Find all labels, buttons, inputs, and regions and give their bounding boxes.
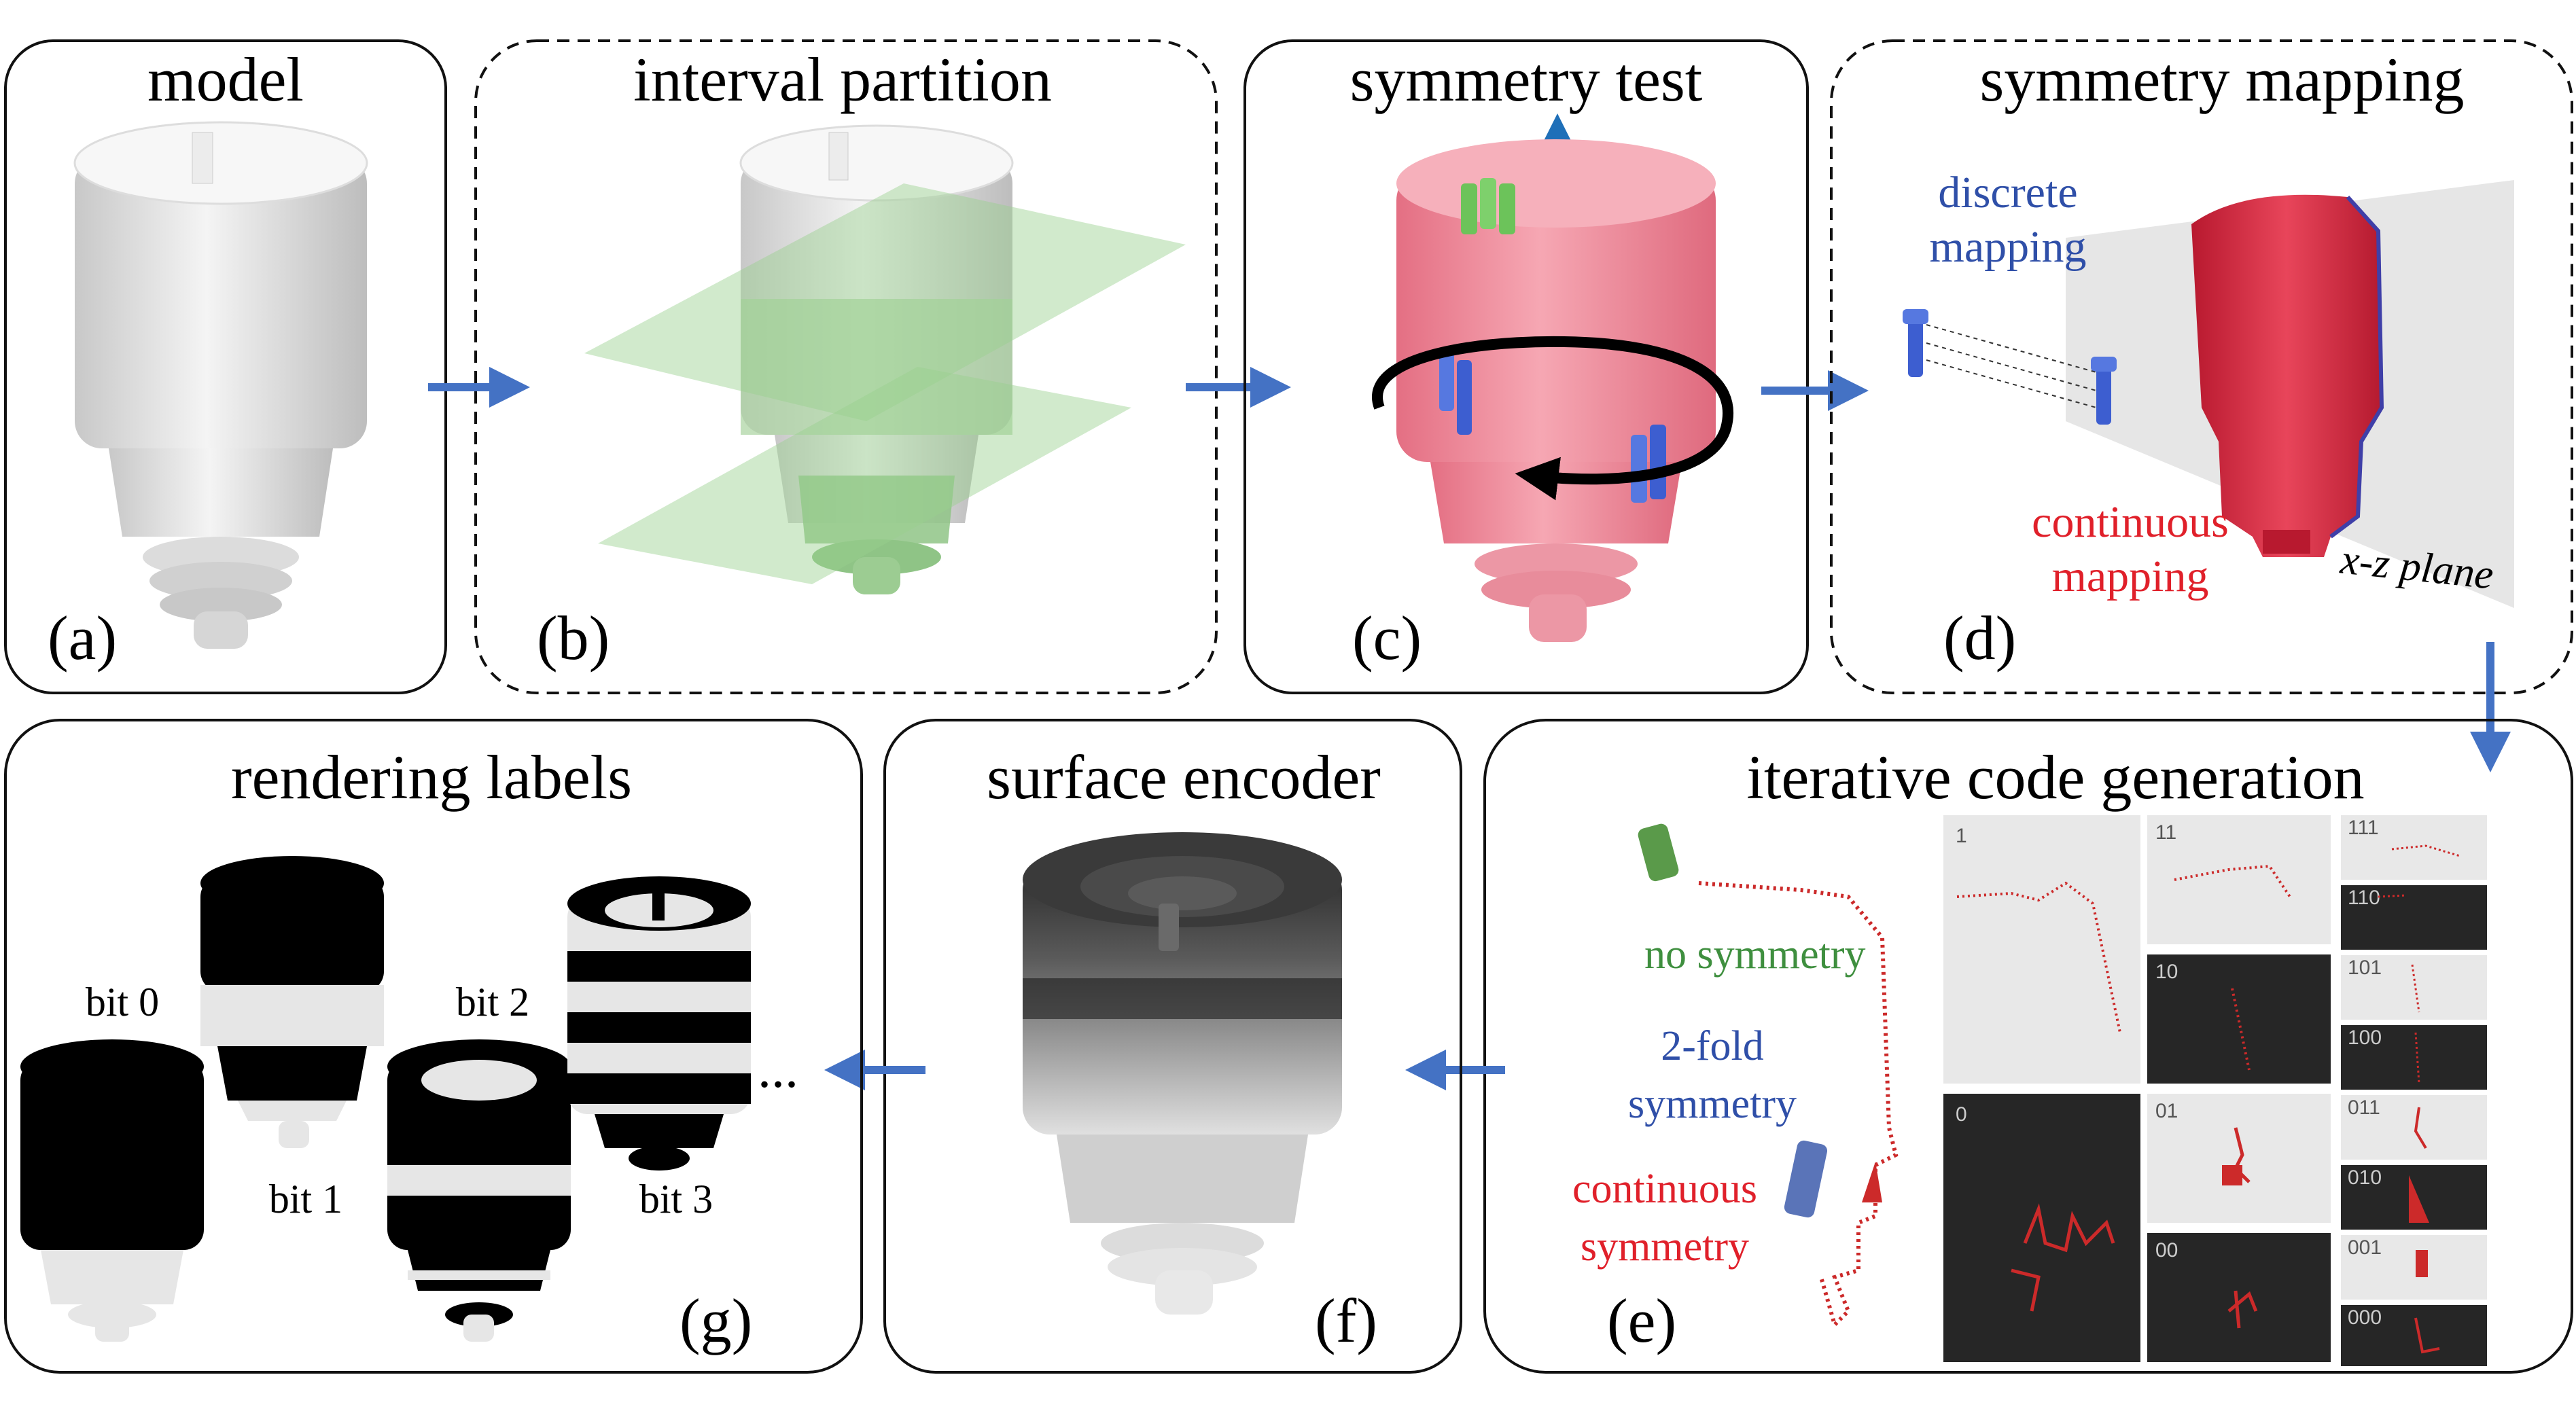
panel-g-title: rendering labels <box>231 743 632 812</box>
bit1-model <box>200 856 384 1148</box>
model-partitioned <box>739 124 1014 594</box>
continuous-label-2: mapping <box>2052 552 2209 601</box>
panel-e: iterative code generation no symmetry 2-… <box>1483 719 2573 1374</box>
discrete-label-2: mapping <box>1930 222 2087 272</box>
code-thumb-01-label: 01 <box>2155 1100 2178 1122</box>
bit3-label: bit 3 <box>639 1177 713 1221</box>
panel-a-title: model <box>147 45 304 114</box>
code-thumb-100-label: 100 <box>2348 1026 2382 1049</box>
panel-a: model (a) <box>4 39 447 694</box>
code-thumb-00-label: 00 <box>2155 1239 2178 1262</box>
panel-e-tag: (e) <box>1607 1286 1676 1355</box>
code-thumb-010-label: 010 <box>2348 1166 2382 1189</box>
panel-c-title: symmetry test <box>1350 45 1703 114</box>
bit3-model <box>567 876 751 1171</box>
code-thumb-111-label: 111 <box>2348 817 2379 839</box>
continuous-symmetry-label-2: symmetry <box>1581 1224 1749 1270</box>
code-thumb-001-label: 001 <box>2348 1236 2382 1259</box>
code-thumb-00 <box>2147 1233 2331 1362</box>
code-thumb-100 <box>2341 1025 2487 1090</box>
panel-d: symmetry mapping discrete mapping contin… <box>1830 39 2573 694</box>
panel-f: surface encoder (f) <box>883 719 1462 1374</box>
two-fold-label-1: 2-fold <box>1661 1023 1764 1069</box>
code-thumb-101 <box>2341 955 2487 1020</box>
two-fold-label-2: symmetry <box>1628 1081 1797 1127</box>
more-bits-ellipsis: ... <box>758 1039 798 1099</box>
panel-c-frame <box>1243 39 1809 694</box>
green-feature <box>1461 178 1515 234</box>
panel-g: rendering labels <box>4 719 863 1374</box>
panel-a-tag: (a) <box>48 603 117 673</box>
code-thumb-001 <box>2341 1235 2487 1300</box>
panel-b-title: interval partition <box>633 45 1052 114</box>
panel-g-frame <box>4 719 863 1374</box>
bit1-label: bit 1 <box>269 1177 342 1221</box>
panel-f-tag: (f) <box>1315 1286 1377 1355</box>
partition-plane-upper <box>584 183 1186 421</box>
rotation-arrow <box>1372 336 1734 501</box>
blue-segment-icon <box>1784 1140 1828 1218</box>
bit2-label: bit 2 <box>456 980 529 1024</box>
code-thumb-1 <box>1943 815 2140 1084</box>
code-thumb-011-label: 011 <box>2348 1096 2380 1119</box>
code-thumb-111 <box>2341 815 2487 880</box>
code-thumb-110-label: 110 <box>2348 887 2380 909</box>
panel-b: interval partition (b) <box>474 39 1218 694</box>
code-column-2: 11 10 01 00 <box>2147 815 2331 1362</box>
code-thumb-000-label: 000 <box>2348 1306 2382 1329</box>
continuous-symmetry-label-1: continuous <box>1572 1166 1757 1212</box>
code-thumb-10 <box>2147 954 2331 1084</box>
blue-feature-left <box>1439 350 1472 435</box>
bit0-label: bit 0 <box>86 980 159 1024</box>
panel-e-frame <box>1483 719 2573 1374</box>
panel-f-frame <box>883 719 1462 1374</box>
panel-b-tag: (b) <box>537 603 610 673</box>
green-segment-icon <box>1638 823 1679 882</box>
model-white <box>73 121 368 649</box>
panel-g-tag: (g) <box>680 1286 752 1355</box>
bit0-model <box>20 1039 204 1342</box>
partition-plane-lower <box>598 367 1131 584</box>
panel-f-title: surface encoder <box>987 743 1381 812</box>
code-legend: no symmetry 2-fold symmetry continuous s… <box>1572 823 1899 1329</box>
profile-tooth <box>1862 1162 1882 1202</box>
red-cross-section <box>2191 194 2384 557</box>
panel-d-frame <box>1830 39 2573 694</box>
blue-feature-right <box>1631 425 1666 503</box>
panel-d-tag: (d) <box>1943 603 2016 673</box>
panel-b-frame <box>474 39 1218 694</box>
no-symmetry-label: no symmetry <box>1644 931 1865 978</box>
code-thumb-10-label: 10 <box>2155 961 2178 983</box>
code-thumb-0-label: 0 <box>1956 1103 1967 1126</box>
code-thumb-000 <box>2341 1305 2487 1366</box>
code-thumb-11-label: 11 <box>2155 821 2176 844</box>
discrete-label-1: discrete <box>1938 168 2077 217</box>
panel-c: symmetry test (c) <box>1243 39 1809 694</box>
model-pink <box>1396 139 1716 642</box>
code-thumb-101-label: 101 <box>2348 957 2382 979</box>
code-thumb-011 <box>2341 1095 2487 1160</box>
panel-c-tag: (c) <box>1352 603 1422 673</box>
panel-a-frame <box>4 39 447 694</box>
code-column-3: 111 110 101 100 011 010 001 000 <box>2341 815 2487 1366</box>
panel-e-title: iterative code generation <box>1746 743 2364 812</box>
continuous-label-1: continuous <box>2032 497 2229 547</box>
code-thumb-110 <box>2341 885 2487 950</box>
code-thumb-1-label: 1 <box>1956 825 1967 847</box>
discrete-mapping-figure <box>1903 309 2117 425</box>
model-grayscale <box>1023 832 1342 1315</box>
code-thumb-11 <box>2147 815 2331 944</box>
bit2-model <box>387 1039 571 1342</box>
code-column-1: 1 0 <box>1943 815 2140 1362</box>
panel-d-title: symmetry mapping <box>1980 45 2465 114</box>
